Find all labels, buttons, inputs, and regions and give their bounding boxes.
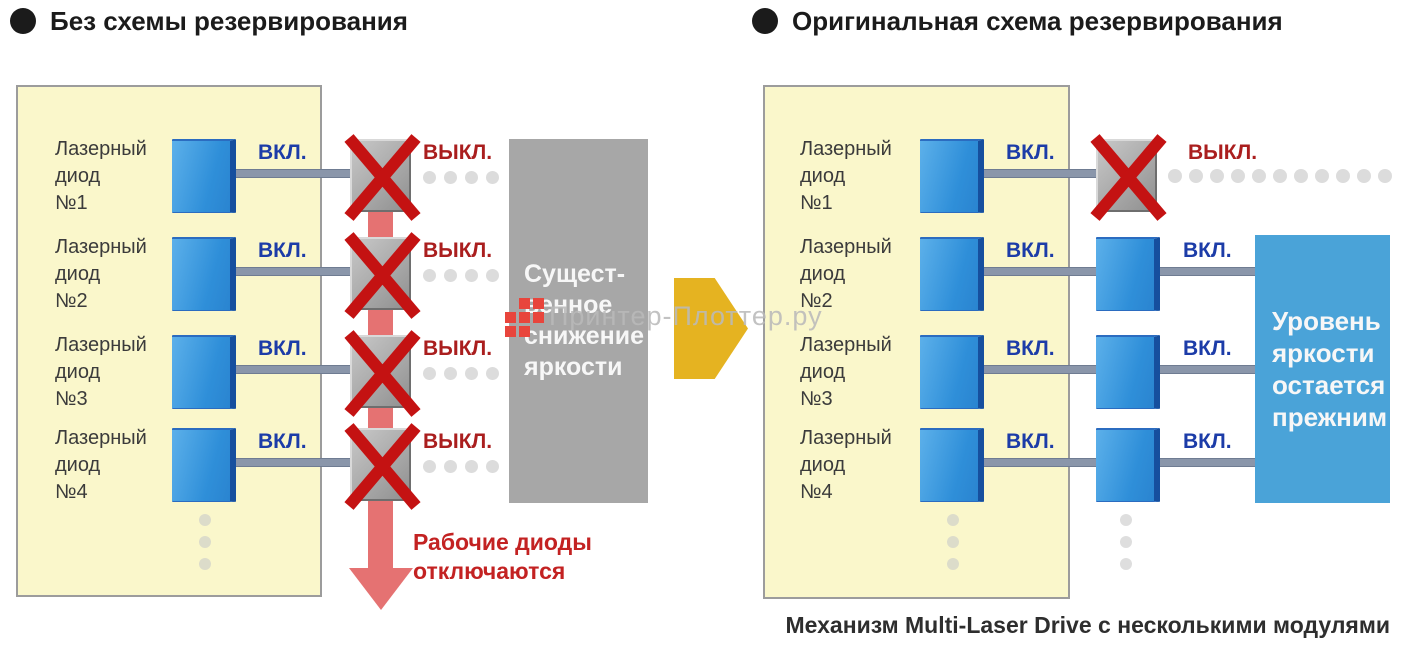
failed-switch-box bbox=[344, 134, 421, 221]
off-state-label: ВЫКЛ. bbox=[423, 430, 493, 453]
off-dots bbox=[1168, 169, 1392, 183]
laser-diode-box bbox=[920, 237, 984, 311]
wire bbox=[236, 458, 350, 467]
laser-diode-box bbox=[920, 335, 984, 409]
wire bbox=[236, 365, 350, 374]
laser-diode-box bbox=[172, 139, 236, 213]
backup-on-state-label: ВКЛ. bbox=[1183, 239, 1232, 262]
backup-diode-box bbox=[1096, 335, 1160, 409]
brightness-kept-text: Уровень яркости остается прежним bbox=[1272, 306, 1388, 432]
backup-on-state-label: ВКЛ. bbox=[1183, 430, 1232, 453]
on-state-label: ВКЛ. bbox=[1006, 430, 1055, 453]
on-state-label: ВКЛ. bbox=[258, 141, 307, 164]
more-diodes-ellipsis bbox=[199, 514, 211, 570]
diode-label: Лазерный диод №2 bbox=[55, 236, 147, 312]
off-state-label: ВЫКЛ. bbox=[423, 239, 493, 262]
x-cross-icon bbox=[344, 330, 421, 417]
off-state-label: ВЫКЛ. bbox=[423, 141, 493, 164]
diode-label: Лазерный диод №1 bbox=[55, 138, 147, 214]
brightness-kept-box: Уровень яркости остается прежним bbox=[1255, 235, 1390, 503]
bullet-icon bbox=[10, 8, 36, 34]
laser-diode-box bbox=[920, 428, 984, 502]
x-cross-icon bbox=[1090, 134, 1167, 221]
off-dots bbox=[423, 171, 499, 184]
watermark-text: Принтер-Плоттер.ру bbox=[549, 301, 823, 331]
more-diodes-ellipsis bbox=[947, 514, 959, 570]
x-cross-icon bbox=[344, 232, 421, 319]
wire bbox=[236, 169, 350, 178]
right-section-title: Оригинальная схема резервирования bbox=[792, 6, 1283, 36]
bullet-icon bbox=[752, 8, 778, 34]
diode-label: Лазерный диод №3 bbox=[55, 334, 147, 410]
failed-switch-box bbox=[344, 330, 421, 417]
off-state-label: ВЫКЛ. bbox=[423, 337, 493, 360]
wire bbox=[984, 169, 1096, 178]
failure-arrow-down-icon bbox=[349, 568, 413, 610]
diode-label: Лазерный диод №3 bbox=[800, 334, 892, 410]
laser-diode-box bbox=[172, 428, 236, 502]
on-state-label: ВКЛ. bbox=[258, 430, 307, 453]
failure-note: Рабочие диоды отключаются bbox=[413, 529, 592, 584]
backup-diode-box bbox=[1096, 428, 1160, 502]
off-dots bbox=[423, 460, 499, 473]
left-section-title: Без схемы резервирования bbox=[50, 6, 408, 36]
wire bbox=[236, 267, 350, 276]
diode-label: Лазерный диод №1 bbox=[800, 138, 892, 214]
on-state-label: ВКЛ. bbox=[1006, 141, 1055, 164]
failed-switch-box bbox=[344, 423, 421, 510]
off-state-label: ВЫКЛ. bbox=[1188, 141, 1258, 164]
diode-label: Лазерный диод №4 bbox=[55, 427, 147, 503]
diode-label: Лазерный диод №2 bbox=[800, 236, 892, 312]
off-dots bbox=[423, 269, 499, 282]
backup-on-state-label: ВКЛ. bbox=[1183, 337, 1232, 360]
failed-switch-box bbox=[344, 232, 421, 319]
on-state-label: ВКЛ. bbox=[1006, 239, 1055, 262]
x-cross-icon bbox=[344, 134, 421, 221]
laser-diode-box bbox=[920, 139, 984, 213]
failed-switch-box bbox=[1090, 134, 1167, 221]
on-state-label: ВКЛ. bbox=[258, 239, 307, 262]
laser-diode-box bbox=[172, 335, 236, 409]
watermark-logo-icon bbox=[505, 298, 544, 337]
backup-diode-box bbox=[1096, 237, 1160, 311]
brightness-loss-box: Сущест- венное снижение яркости bbox=[509, 139, 648, 503]
off-dots bbox=[423, 367, 499, 380]
diode-label: Лазерный диод №4 bbox=[800, 427, 892, 503]
on-state-label: ВКЛ. bbox=[1006, 337, 1055, 360]
laser-diode-box bbox=[172, 237, 236, 311]
on-state-label: ВКЛ. bbox=[258, 337, 307, 360]
x-cross-icon bbox=[344, 423, 421, 510]
diagram-caption: Механизм Multi-Laser Drive с несколькими… bbox=[785, 612, 1390, 638]
more-backup-ellipsis bbox=[1120, 514, 1132, 570]
